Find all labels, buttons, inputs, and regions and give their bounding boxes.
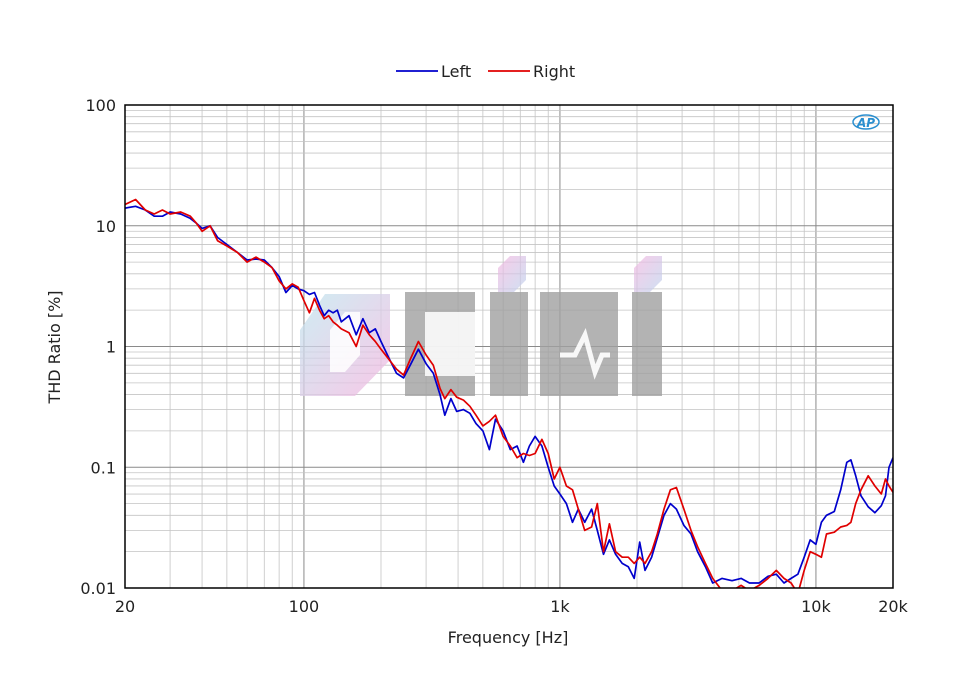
y-axis-label: THD Ratio [%] (45, 290, 64, 404)
y-tick-label: 0.1 (91, 458, 116, 477)
tick-labels: 20 100 1k 10k 20k 0.01 0.1 1 10 100 (80, 96, 908, 616)
x-tick-label: 20 (115, 597, 135, 616)
series-layer (125, 198, 893, 588)
series-line-left (125, 205, 893, 584)
y-tick-label: 100 (85, 96, 116, 115)
y-tick-label: 0.01 (80, 579, 116, 598)
plot-frame (124, 104, 894, 589)
x-tick-label: 10k (801, 597, 831, 616)
x-tick-label: 1k (550, 597, 570, 616)
x-tick-label: 100 (289, 597, 320, 616)
legend-label-right: Right (533, 62, 575, 81)
ap-badge: AP (852, 114, 880, 130)
x-axis-label: Frequency [Hz] (448, 628, 569, 647)
y-tick-label: 10 (96, 217, 116, 236)
legend: Left Right (396, 62, 575, 81)
series-line-right (125, 198, 893, 588)
y-tick-label: 1 (106, 338, 116, 357)
grid (124, 105, 894, 589)
watermark-logo (300, 256, 662, 396)
ap-badge-text: AP (856, 116, 875, 130)
x-tick-label: 20k (878, 597, 908, 616)
legend-label-left: Left (441, 62, 471, 81)
